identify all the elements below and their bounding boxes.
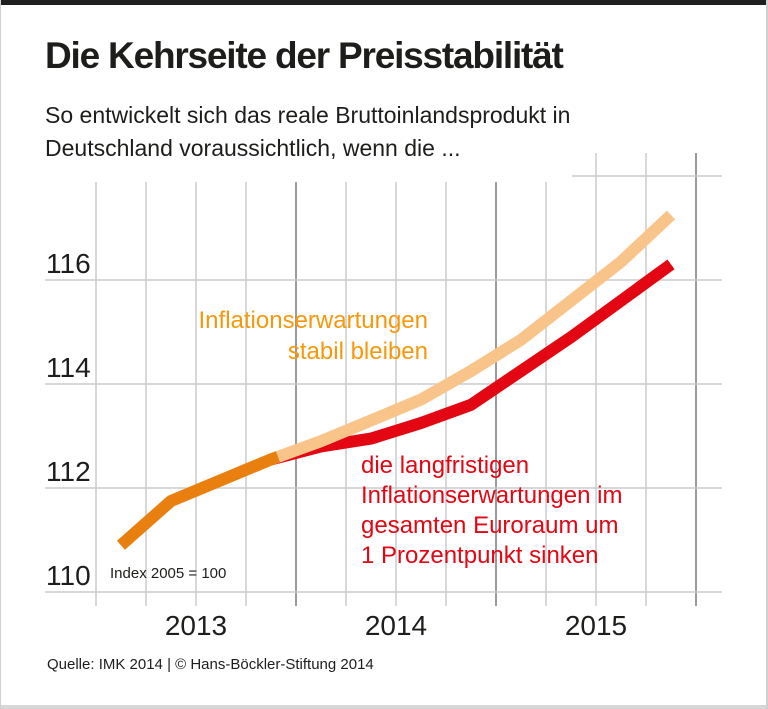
annotation-stable-scenario: Inflationserwartungen stabil bleiben xyxy=(148,305,428,367)
subtitle-mask xyxy=(0,0,572,182)
subtitle-line-1: So entwickelt sich das reale Bruttoinlan… xyxy=(45,102,571,128)
chart-subtitle: So entwickelt sich das reale Bruttoinlan… xyxy=(45,99,725,165)
annotation-sink-line-1: die langfristigen xyxy=(361,452,530,479)
series-line-sink-scenario xyxy=(269,259,675,466)
source-credit: Quelle: IMK 2014 | © Hans-Böckler-Stiftu… xyxy=(47,656,374,673)
top-border-bar xyxy=(0,0,768,5)
annotation-sink-line-3: gesamten Euroraum um xyxy=(361,512,619,539)
right-border xyxy=(766,0,768,709)
chart-title: Die Kehrseite der Preisstabilität xyxy=(45,35,564,76)
y-axis-label-116: 116 xyxy=(46,248,91,279)
series-line-history xyxy=(117,451,281,550)
x-axis-label-2014: 2014 xyxy=(364,610,428,641)
y-axis-label-110: 110 xyxy=(46,560,91,591)
x-axis-label-2013: 2013 xyxy=(164,610,228,641)
subtitle-line-2: Deutschland voraussichtlich, wenn die ..… xyxy=(45,135,461,161)
annotation-stable-line-2: stabil bleiben xyxy=(287,338,428,365)
y-axis-label-112: 112 xyxy=(46,456,91,487)
annotation-sink-line-4: 1 Prozentpunkt sinken xyxy=(361,542,599,569)
annotation-stable-line-1: Inflationserwartungen xyxy=(198,307,428,334)
x-axis-label-2015: 2015 xyxy=(564,610,628,641)
left-border xyxy=(0,0,1,709)
bottom-border-bar xyxy=(0,705,768,709)
index-base-note: Index 2005 = 100 xyxy=(110,565,227,582)
annotation-sink-scenario: die langfristigen Inflationserwartungen … xyxy=(361,451,671,571)
y-axis-label-114: 114 xyxy=(46,352,91,383)
annotation-sink-line-2: Inflationserwartungen im xyxy=(361,482,623,509)
